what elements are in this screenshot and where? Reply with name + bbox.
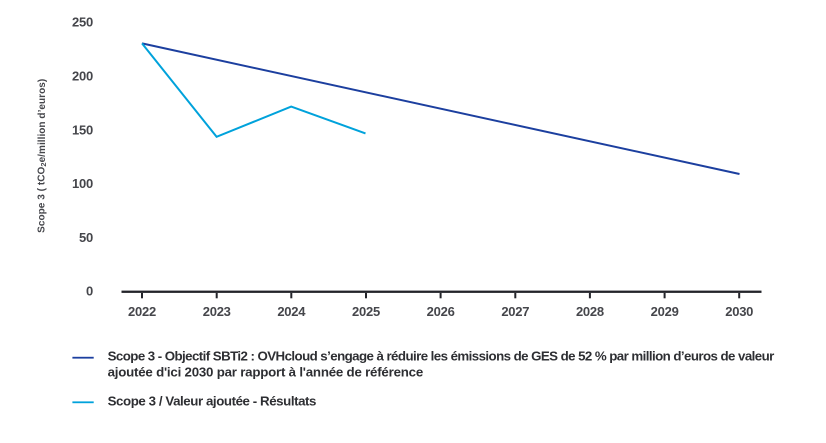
svg-text:2027: 2027 [501,304,529,319]
svg-text:250: 250 [72,15,93,30]
svg-text:50: 50 [79,230,93,245]
svg-text:2022: 2022 [128,304,156,319]
svg-text:2023: 2023 [203,304,231,319]
svg-text:2028: 2028 [576,304,604,319]
svg-text:Scope 3 / Valeur ajoutée - Rés: Scope 3 / Valeur ajoutée - Résultats [108,393,316,408]
svg-text:Scope 3 ( tCO2e/million d’euro: Scope 3 ( tCO2e/million d’euros) [37,79,49,233]
svg-text:200: 200 [72,69,93,84]
svg-text:150: 150 [72,122,93,137]
svg-text:2029: 2029 [651,304,679,319]
svg-text:100: 100 [72,176,93,191]
svg-text:2025: 2025 [352,304,380,319]
svg-text:0: 0 [86,284,93,299]
svg-text:2024: 2024 [277,304,306,319]
svg-text:Scope 3 - Objectif SBTi2 : OVH: Scope 3 - Objectif SBTi2 : OVHcloud s’en… [108,349,775,364]
svg-text:ajoutée d'ici 2030 par rapport: ajoutée d'ici 2030 par rapport à l'année… [108,365,423,380]
svg-text:2026: 2026 [427,304,455,319]
svg-text:2030: 2030 [725,304,753,319]
